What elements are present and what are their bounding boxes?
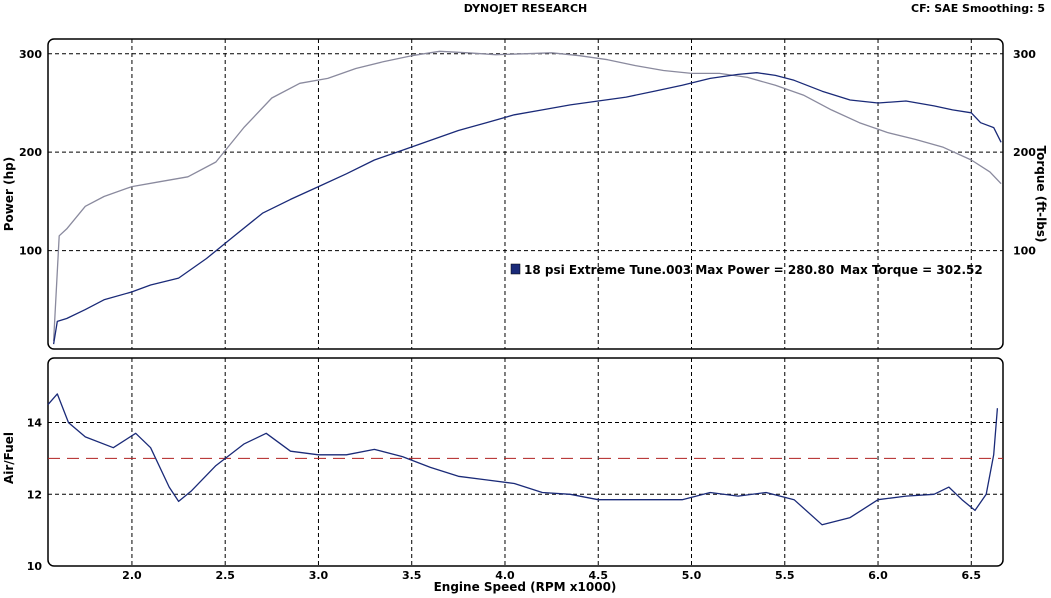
power-tick-300: 300 xyxy=(19,48,42,61)
torque-tick-100: 100 xyxy=(1013,245,1036,258)
legend-swatch xyxy=(510,263,521,275)
rpm-tick-3.0: 3.0 xyxy=(309,569,329,582)
rpm-tick-4.0: 4.0 xyxy=(495,569,515,582)
afr-tick-10: 10 xyxy=(27,560,43,573)
rpm-tick-6.5: 6.5 xyxy=(962,569,982,582)
torque-axis-label: Torque (ft-lbs) xyxy=(1034,146,1048,243)
air-fuel-ticks: 2.0 2.5 3.0 3.5 4.0 4.5 5.0 5.5 6.0 6.5 10 12 14 xyxy=(27,417,981,582)
air-fuel-grid xyxy=(48,358,1003,566)
torque-tick-300: 300 xyxy=(1013,48,1036,61)
power-torque-ticks: 100 200 300 100 200 300 xyxy=(19,48,1036,258)
rpm-tick-5.0: 5.0 xyxy=(682,569,702,582)
air-fuel-lines xyxy=(47,393,1003,526)
rpm-tick-3.5: 3.5 xyxy=(402,569,422,582)
legend-label: 18 psi Extreme Tune.003 Max Power = 280.… xyxy=(524,263,834,277)
air-fuel-panel xyxy=(47,357,1004,567)
legend-max-torque: Max Torque = 302.52 xyxy=(840,263,983,277)
torque-tick-200: 200 xyxy=(1013,146,1036,159)
torque-curve xyxy=(52,50,1002,342)
chart-title: DYNOJET RESEARCH xyxy=(463,2,588,15)
afr-tick-12: 12 xyxy=(27,488,42,501)
power-torque-lines xyxy=(52,50,1002,345)
power-tick-100: 100 xyxy=(19,245,42,258)
power-axis-label: Power (hp) xyxy=(2,157,16,231)
rpm-tick-2.5: 2.5 xyxy=(215,569,235,582)
x-axis-label: Engine Speed (RPM x1000) xyxy=(434,580,617,594)
rpm-tick-5.5: 5.5 xyxy=(775,569,795,582)
correction-settings: CF: SAE Smoothing: 5 xyxy=(911,2,1045,15)
power-torque-panel xyxy=(47,38,1004,350)
air-fuel-axis-label: Air/Fuel xyxy=(2,432,16,484)
rpm-tick-4.5: 4.5 xyxy=(588,569,608,582)
afr-tick-14: 14 xyxy=(27,417,43,430)
power-tick-200: 200 xyxy=(19,146,42,159)
afr-curve xyxy=(47,393,999,526)
rpm-tick-6.0: 6.0 xyxy=(868,569,888,582)
power-curve xyxy=(52,72,1002,345)
rpm-tick-2.0: 2.0 xyxy=(122,569,142,582)
